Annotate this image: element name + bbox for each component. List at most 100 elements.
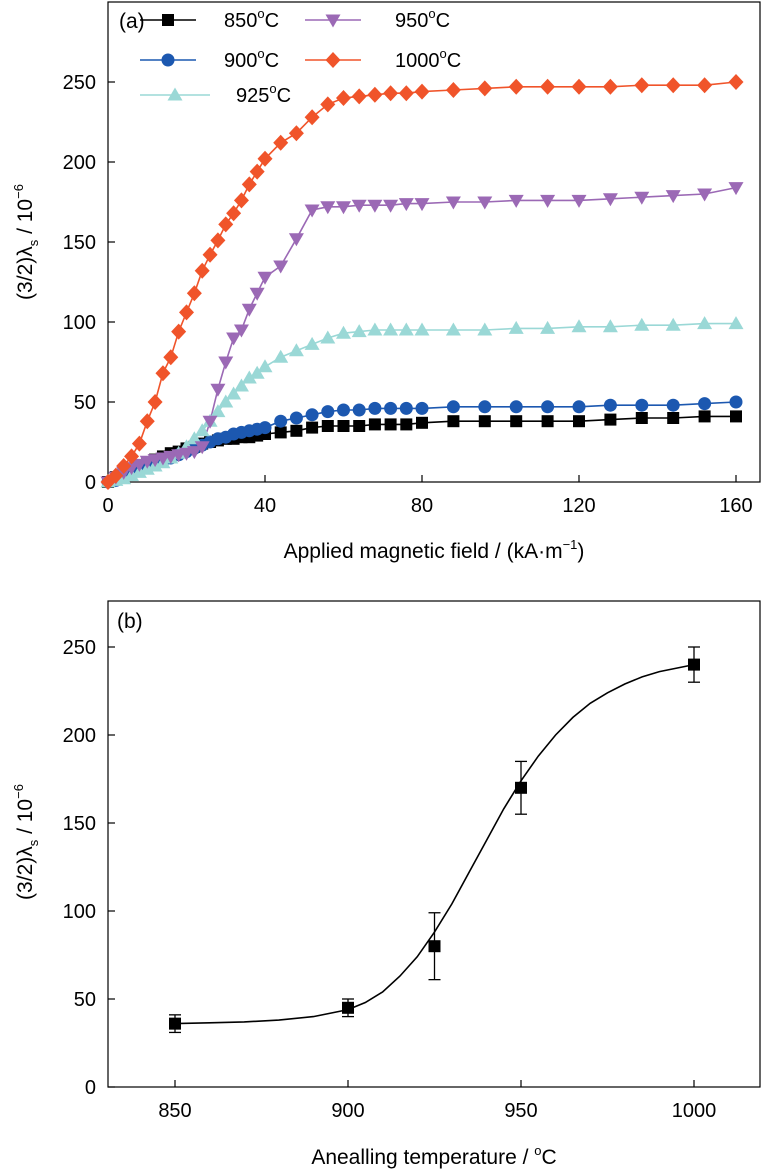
series-point-850 [730,410,742,423]
panel-b-tag: (b) [117,610,143,633]
series-point-925 [186,431,202,445]
legend-label: 925oC [236,81,291,107]
series-point-900 [415,401,429,415]
panel-b-x-axis-title: Anealling temperature / oC [311,1143,556,1169]
series-point-1000 [249,163,265,180]
panel-a-frame [107,1,761,483]
series-point-950 [273,260,289,274]
series-point-925 [634,317,650,331]
series-point-1000 [445,82,461,98]
series-point-850 [337,420,350,432]
series-point-950 [131,458,147,472]
series-point-925 [398,322,414,336]
series-point-850 [306,421,319,434]
series-point-950 [351,199,367,213]
series-point-1000 [304,109,320,126]
legend-marker [162,14,174,26]
series-point-1000 [351,88,367,105]
series-point-1000 [171,323,187,340]
series-point-950 [320,201,336,215]
series-point-850 [604,413,617,426]
series-point-1000 [218,216,234,233]
series-point-1000 [131,435,147,452]
series-point-900 [384,401,398,415]
data-point [342,1001,354,1014]
series-point-950 [288,233,304,247]
panel-a-series-markers [100,74,744,490]
panel-b-x-tick-label: 900 [331,1100,364,1122]
panel-a-y-tick-label: 100 [63,312,96,334]
panel-a: 0 40 80 120 160 0 50 100 150 200 250 (a) 850oC 900o… [11,1,761,563]
series-point-950 [226,332,242,346]
panel-b-y-tick-label: 100 [63,901,96,923]
series-point-950 [445,196,461,210]
series-point-925 [194,423,210,437]
series-point-900 [305,408,319,422]
series-point-925 [336,325,351,339]
series-point-1000 [124,448,140,465]
panel-b-x-tick-label: 850 [158,1100,191,1122]
series-point-1000 [257,150,273,167]
series-point-1000 [108,467,124,484]
panel-a-x-tick-label: 160 [719,495,752,517]
series-point-900 [729,395,743,409]
series-point-1000 [602,78,618,95]
series-point-850 [274,426,287,439]
series-point-1000 [634,77,650,94]
panel-b-y-tick-label: 50 [74,989,96,1011]
series-point-850 [384,418,397,431]
series-point-1000 [414,83,430,100]
series-point-900 [258,421,272,435]
panel-b-data-points [169,646,700,1034]
series-point-900 [399,401,413,415]
series-point-925 [241,370,257,384]
series-point-850 [698,410,711,423]
series-point-950 [697,188,713,202]
panel-a-tag: (a) [119,10,145,33]
series-point-1000 [116,458,132,474]
legend-label: 850oC [224,6,279,32]
series-point-1000 [477,80,493,97]
series-point-900 [321,405,335,419]
series-point-950 [257,271,273,285]
series-point-1000 [697,77,713,94]
series-point-1000 [383,85,399,102]
panel-a-x-tick-label: 80 [411,495,433,517]
panel-a-y-tick-label: 0 [85,472,96,494]
series-point-950 [233,324,249,338]
series-point-900 [478,400,492,414]
series-point-950 [571,194,587,208]
series-point-925 [288,343,304,357]
series-point-950 [728,182,744,196]
series-point-900 [572,400,586,414]
series-point-925 [249,365,265,379]
series-point-925 [697,316,713,330]
series-point-1000 [508,78,524,95]
panel-a-legend: 850oC 900oC 925oC 950oC 1000oC [140,6,461,107]
panel-b-y-axis-title: (3/2)λs / 10−6 [11,784,41,900]
series-point-925 [226,386,242,400]
series-point-925 [414,322,430,336]
series-point-900 [541,400,555,414]
series-point-925 [508,320,524,334]
series-point-900 [337,403,350,417]
panel-a-x-axis-title: Applied magnetic field / (kA·m−1) [284,537,585,563]
series-point-900 [509,400,523,414]
series-point-925 [571,319,587,333]
series-point-1000 [202,246,218,263]
series-point-950 [540,194,556,208]
series-point-1000 [273,134,289,151]
legend-label: 950oC [395,6,450,32]
series-point-1000 [571,78,587,95]
series-point-950 [383,199,399,213]
series-point-950 [304,204,320,218]
series-point-1000 [728,74,744,90]
panel-b-x-tick-label: 1000 [672,1100,717,1122]
series-point-900 [603,398,617,412]
panel-a-x-tick-label: 0 [102,495,113,517]
panel-a-x-tick-label: 120 [562,495,595,517]
series-point-950 [665,190,681,204]
series-point-1000 [186,285,202,302]
series-point-850 [321,420,334,432]
panel-b-x-tick-label: 950 [504,1100,537,1122]
